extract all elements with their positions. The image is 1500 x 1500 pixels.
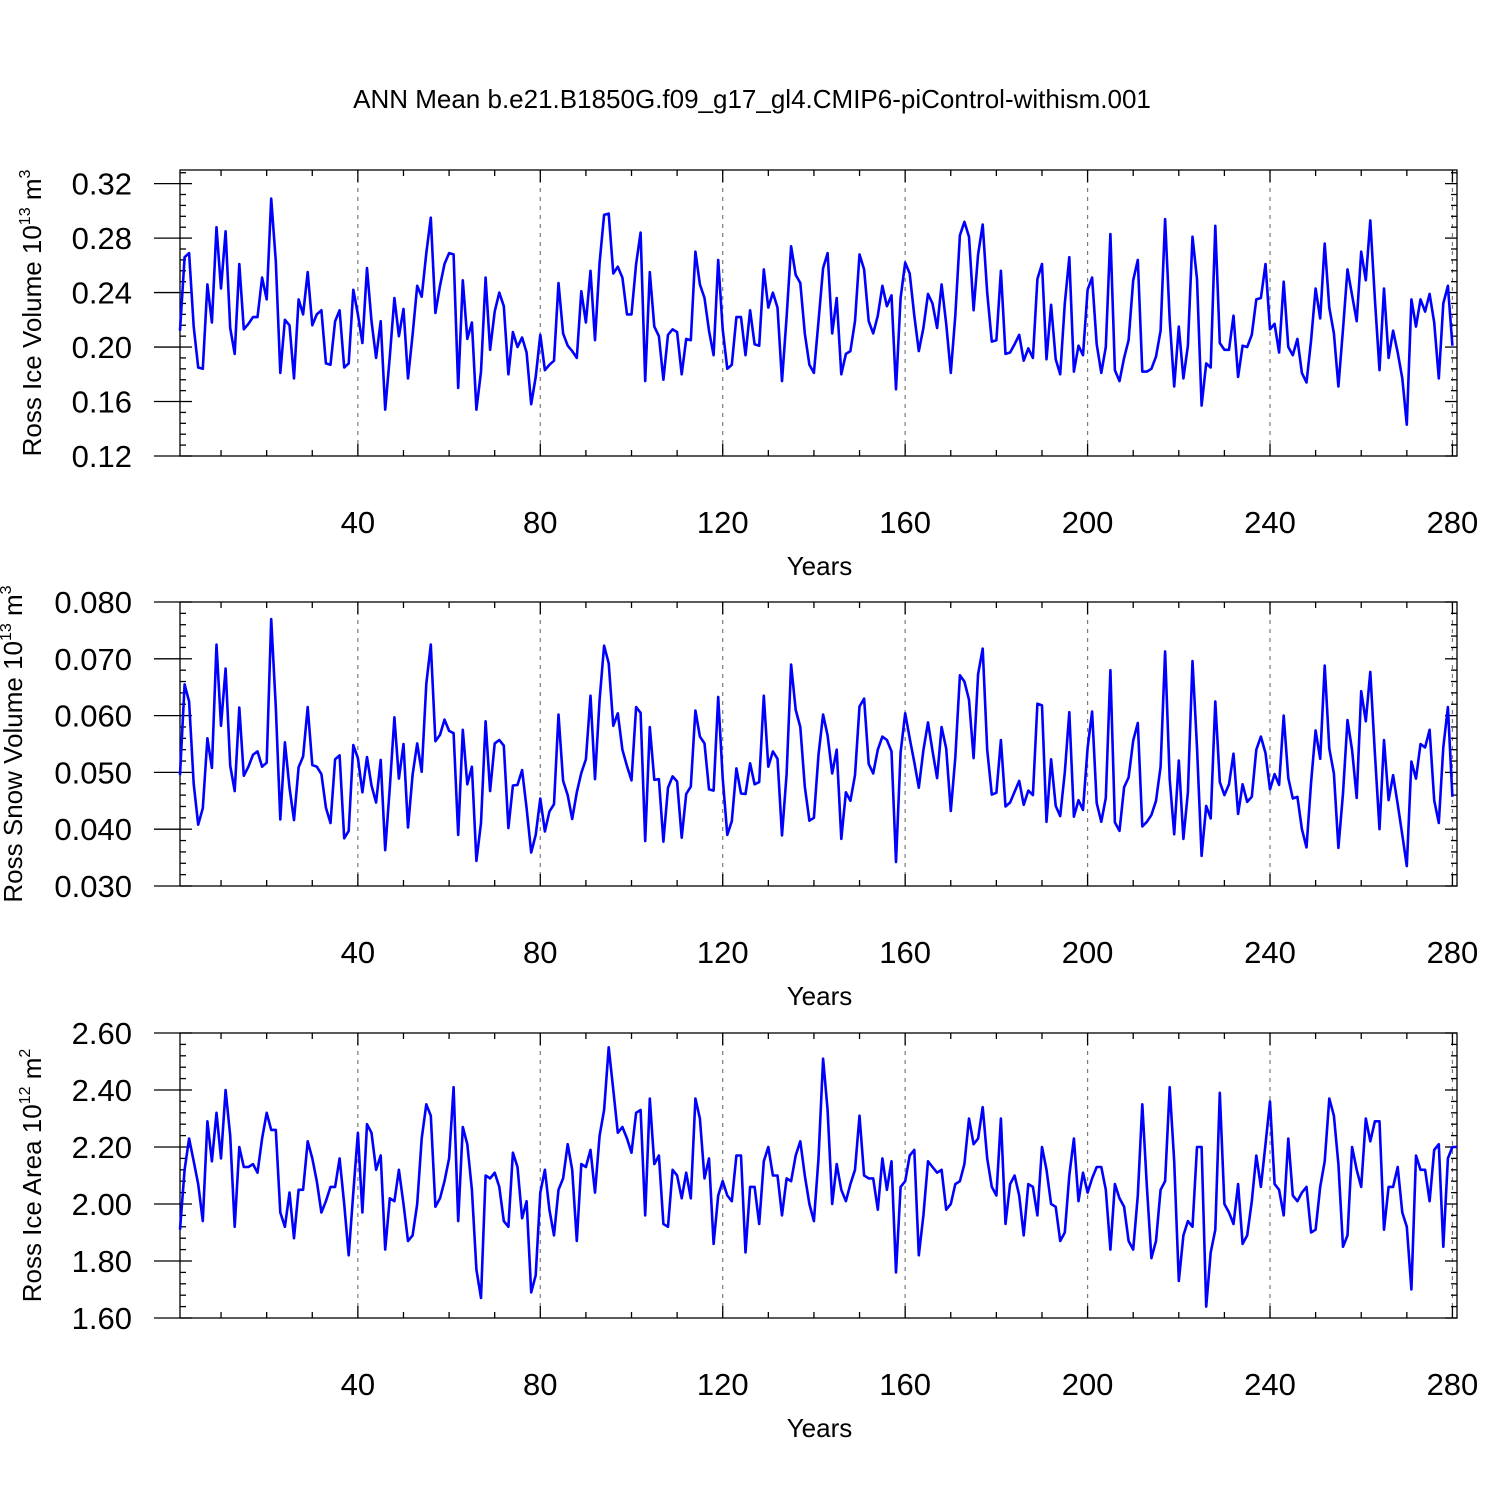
ice-volume-x-tick-label: 240 bbox=[1244, 505, 1296, 540]
ice-volume-y-axis-title-part: 3 bbox=[17, 169, 34, 178]
ice-area-y-tick-label: 2.40 bbox=[72, 1073, 132, 1108]
snow-volume-x-tick-label: 200 bbox=[1062, 935, 1114, 970]
ice-area-y-tick-label: 2.60 bbox=[72, 1016, 132, 1051]
snow-volume-y-axis-title-part: 3 bbox=[0, 585, 15, 594]
ice-area-panel: 40 80 120 160 200 240 280 1.60 1.80 2.00 2.20 2.40 2… bbox=[17, 1016, 1478, 1443]
ice-area-y-axis-title: Ross Ice Area 1012 m2 bbox=[17, 1049, 47, 1303]
ice-area-y-tick-label: 2.20 bbox=[72, 1130, 132, 1165]
ice-volume-y-axis-title-part: m bbox=[17, 178, 47, 207]
figure-title: ANN Mean b.e21.B1850G.f09_g17_gl4.CMIP6-… bbox=[353, 84, 1151, 114]
ice-area-x-tick-label: 160 bbox=[879, 1367, 931, 1402]
ice-volume-x-tick-label: 160 bbox=[879, 505, 931, 540]
snow-volume-x-tick-label: 280 bbox=[1427, 935, 1479, 970]
snow-volume-x-tick-label: 240 bbox=[1244, 935, 1296, 970]
ice-volume-y-axis-title-part: 13 bbox=[17, 207, 34, 225]
ice-area-x-axis-title: Years bbox=[787, 1413, 853, 1443]
snow-volume-x-tick-label: 120 bbox=[697, 935, 749, 970]
snow-volume-panel: 40 80 120 160 200 240 280 0.030 0.040 0.050 0.060 0… bbox=[0, 585, 1478, 1011]
ice-area-y-axis-title-part: Ross Ice Area 10 bbox=[17, 1104, 47, 1302]
snow-volume-y-tick-label: 0.080 bbox=[54, 585, 132, 620]
ice-area-y-axis-title-part: 2 bbox=[17, 1049, 34, 1058]
ice-area-y-tick-label: 1.80 bbox=[72, 1244, 132, 1279]
ice-volume-y-tick-label: 0.24 bbox=[72, 276, 132, 311]
snow-volume-y-tick-label: 0.050 bbox=[54, 755, 132, 790]
ice-area-x-tick-label: 120 bbox=[697, 1367, 749, 1402]
snow-volume-series-line bbox=[178, 617, 1454, 868]
snow-volume-plot-frame bbox=[179, 601, 1458, 887]
ice-area-x-tick-label: 280 bbox=[1427, 1367, 1479, 1402]
ice-volume-series-line bbox=[178, 197, 1454, 427]
ice-volume-x-tick-label: 200 bbox=[1062, 505, 1114, 540]
ice-volume-x-axis-title: Years bbox=[787, 551, 853, 581]
ice-area-x-tick-label: 240 bbox=[1244, 1367, 1296, 1402]
snow-volume-x-tick-label: 160 bbox=[879, 935, 931, 970]
ice-area-x-tick-label: 40 bbox=[341, 1367, 375, 1402]
ice-area-plot-frame bbox=[179, 1032, 1458, 1319]
ice-volume-y-tick-label: 0.20 bbox=[72, 330, 132, 365]
ice-area-y-axis-title-part: m bbox=[17, 1058, 47, 1087]
ice-area-x-tick-label: 200 bbox=[1062, 1367, 1114, 1402]
ice-volume-x-tick-label: 80 bbox=[523, 505, 557, 540]
snow-volume-x-tick-label: 40 bbox=[341, 935, 375, 970]
snow-volume-y-axis-title-part: 13 bbox=[0, 623, 15, 641]
ice-volume-x-tick-label: 40 bbox=[341, 505, 375, 540]
panels: 40 80 120 160 200 240 2800.120.160.200.240.280… bbox=[0, 167, 1478, 1443]
snow-volume-x-tick-label: 80 bbox=[523, 935, 557, 970]
ice-volume-y-axis-title: Ross Ice Volume 1013 m3 bbox=[17, 169, 47, 456]
ice-area-y-axis-title-part: 12 bbox=[17, 1086, 34, 1104]
snow-volume-y-tick-label: 0.040 bbox=[54, 812, 132, 847]
ice-area-series-line bbox=[178, 1046, 1457, 1308]
ice-volume-y-tick-label: 0.32 bbox=[72, 167, 132, 202]
snow-volume-y-tick-label: 0.070 bbox=[54, 642, 132, 677]
snow-volume-y-axis-title-part: m bbox=[0, 594, 28, 623]
ice-volume-y-tick-label: 0.12 bbox=[72, 439, 132, 474]
snow-volume-y-tick-label: 0.060 bbox=[54, 699, 132, 734]
ice-volume-x-tick-label: 280 bbox=[1427, 505, 1479, 540]
snow-volume-y-axis-title-part: Ross Snow Volume 10 bbox=[0, 641, 28, 903]
ice-volume-y-axis-title-part: Ross Ice Volume 10 bbox=[17, 225, 47, 456]
snow-volume-y-tick-label: 0.030 bbox=[54, 869, 132, 904]
ice-volume-y-tick-label: 0.28 bbox=[72, 221, 132, 256]
ice-area-y-tick-label: 2.00 bbox=[72, 1187, 132, 1222]
ice-area-y-tick-label: 1.60 bbox=[72, 1301, 132, 1336]
snow-volume-y-axis-title: Ross Snow Volume 1013 m3 bbox=[0, 585, 28, 902]
ice-volume-x-tick-label: 120 bbox=[697, 505, 749, 540]
ice-volume-y-tick-label: 0.16 bbox=[72, 385, 132, 420]
ice-area-x-tick-label: 80 bbox=[523, 1367, 557, 1402]
snow-volume-x-axis-title: Years bbox=[787, 981, 853, 1011]
ice-volume-panel: 40 80 120 160 200 240 280 0.12 0.16 0.20 0.24 0.28 0… bbox=[17, 167, 1478, 581]
